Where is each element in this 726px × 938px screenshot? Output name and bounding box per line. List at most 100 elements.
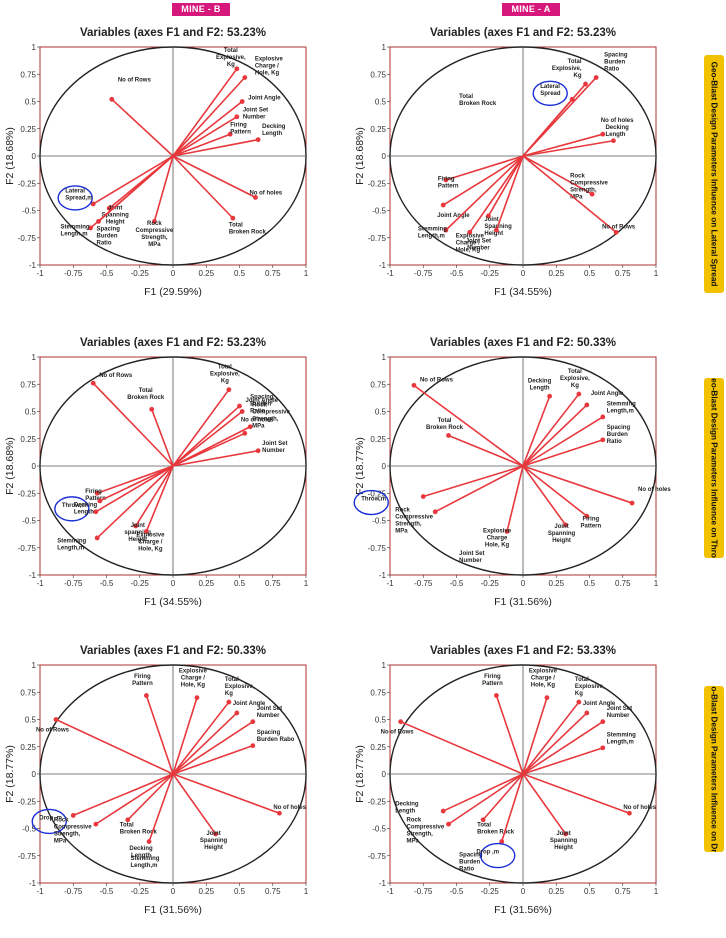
vector-point: [499, 839, 505, 844]
side-label-lateral-spread: Geo-Blast Design Parameters Influence on…: [704, 55, 724, 293]
vector-label: Rock Compressive Strength, MPa: [407, 818, 445, 845]
vector-line: [522, 133, 604, 157]
y-tick-label: 0.5: [25, 408, 37, 417]
y-tick-label: 0.75: [20, 380, 36, 389]
x-tick-label: -0.25: [131, 887, 150, 896]
x-tick-label: 0: [521, 887, 526, 896]
vector-point: [247, 424, 253, 430]
vector-label: Drop ,m: [476, 850, 499, 856]
vector-point: [432, 509, 438, 515]
x-tick-label: -0.75: [64, 887, 83, 896]
vector-label: Explosive Charge / Hole, Kg: [456, 233, 485, 253]
vector-label: No of Rows: [99, 373, 133, 379]
y-tick-label: -0.75: [18, 852, 37, 861]
vector-line: [172, 155, 256, 199]
x-tick-label: -0.25: [131, 269, 150, 278]
chart-title: Variables (axes F1 and F2: 50.33%: [430, 337, 616, 349]
vector-point: [146, 839, 152, 844]
vector-point: [277, 810, 282, 816]
vector-label: Firing Pattern: [230, 123, 251, 136]
x-axis-label: F1 (29.59%): [144, 286, 202, 298]
y-tick-label: -1: [379, 879, 387, 888]
vector-point: [600, 414, 606, 420]
y-tick-label: -0.25: [368, 489, 387, 498]
vector-point: [576, 391, 582, 397]
vector-point: [239, 409, 245, 414]
vector-point: [149, 406, 155, 412]
vector-point: [486, 213, 491, 219]
y-tick-label: 0.25: [370, 125, 386, 134]
vector-label: No of holes: [623, 805, 656, 811]
pca-chart-mine-b-lateral-spread: Variables (axes F1 and F2: 53.23% -1-1 -0.…: [4, 27, 309, 298]
x-tick-label: 0.25: [548, 269, 564, 278]
vector-point: [600, 437, 606, 443]
vector-label: Joint Set Number: [257, 706, 282, 719]
vector-point: [125, 817, 131, 823]
vector-line: [72, 773, 174, 817]
y-tick-label: 0.5: [375, 408, 387, 417]
y-tick-label: 0.5: [25, 716, 37, 725]
vector-label: Rock Compressive Strength, MPa: [54, 818, 92, 845]
vector-line: [95, 465, 174, 513]
y-tick-label: -0.25: [18, 797, 37, 806]
vector-label: Firing Pattern: [132, 674, 153, 687]
y-tick-label: 0.25: [370, 743, 386, 752]
y-tick-label: -0.5: [22, 517, 36, 526]
y-tick-label: 1: [382, 353, 387, 362]
vector-point: [494, 693, 499, 698]
vector-label: No of holes: [638, 487, 671, 493]
x-tick-label: 0.5: [584, 887, 596, 896]
y-tick-label: -0.75: [18, 544, 37, 553]
vector-line: [522, 721, 604, 775]
vector-point: [480, 817, 486, 823]
chart-title: Variables (axes F1 and F2: 53.33%: [430, 645, 616, 657]
vector-line: [487, 155, 524, 217]
vector-label: Spacing Burden Ratio: [250, 395, 274, 415]
x-tick-label: 1: [654, 579, 659, 588]
vector-point: [234, 66, 240, 72]
x-tick-label: 0.5: [234, 579, 246, 588]
highlight-circle: [532, 80, 568, 107]
x-tick-label: -0.5: [100, 887, 114, 896]
vector-label: Joint Set Number: [459, 551, 484, 564]
x-tick-label: -0.25: [481, 579, 500, 588]
vector-label: Joint spanning Height: [124, 523, 151, 543]
vector-point: [234, 114, 240, 120]
vector-point: [576, 699, 582, 705]
y-tick-label: -0.75: [18, 234, 37, 243]
vector-label: Spacing Burden Ratio: [604, 53, 628, 73]
x-tick-label: 0: [171, 887, 176, 896]
y-tick-label: -1: [379, 571, 387, 580]
y-tick-label: 0.25: [20, 743, 36, 752]
vector-line: [172, 697, 198, 775]
x-tick-label: -0.25: [131, 579, 150, 588]
y-tick-label: 0.75: [20, 70, 36, 79]
highlight-circle: [480, 842, 516, 869]
x-tick-label: 0.25: [548, 579, 564, 588]
vector-line: [469, 155, 524, 233]
x-axis-label: F1 (31.56%): [494, 904, 552, 916]
y-tick-label: 1: [32, 353, 37, 362]
side-label-lateral-spread-text: Geo-Blast Design Parameters Influence on…: [709, 61, 719, 287]
highlight-circle: [31, 808, 67, 835]
vector-line: [522, 395, 551, 467]
x-tick-label: -1: [386, 887, 394, 896]
vector-point: [504, 529, 510, 534]
x-tick-label: 0.25: [198, 269, 214, 278]
vector-point: [584, 402, 590, 408]
x-tick-label: -0.75: [414, 269, 433, 278]
vector-point: [255, 137, 261, 143]
vector-point: [613, 229, 619, 235]
vector-point: [133, 523, 139, 529]
vector-point: [239, 99, 245, 104]
y-tick-label: -0.25: [368, 179, 387, 188]
vector-point: [194, 695, 200, 701]
pca-chart-mine-b-throw: Variables (axes F1 and F2: 53.23% -1-1 -0.…: [4, 337, 309, 608]
x-tick-label: 0.75: [265, 579, 281, 588]
vector-point: [600, 719, 606, 725]
chart-title: Variables (axes F1 and F2: 53.23%: [430, 27, 616, 39]
vector-line: [442, 773, 524, 812]
vector-point: [593, 75, 599, 80]
